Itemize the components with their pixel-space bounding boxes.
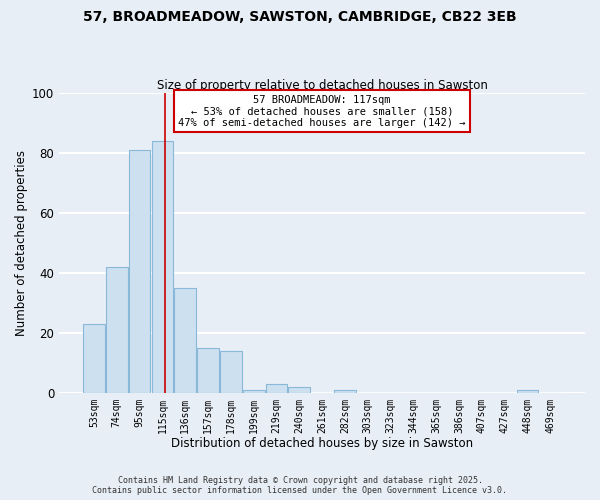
Bar (197, 348, 219, 393)
Bar (243, 390, 265, 392)
Bar (220, 351, 242, 393)
Text: 57, BROADMEADOW, SAWSTON, CAMBRIDGE, CB22 3EB: 57, BROADMEADOW, SAWSTON, CAMBRIDGE, CB2… (83, 10, 517, 24)
Title: Size of property relative to detached houses in Sawston: Size of property relative to detached ho… (157, 79, 488, 92)
Bar (152, 141, 173, 393)
Bar (175, 288, 196, 393)
Bar (334, 390, 356, 392)
Text: 57 BROADMEADOW: 117sqm
← 53% of detached houses are smaller (158)
47% of semi-de: 57 BROADMEADOW: 117sqm ← 53% of detached… (178, 94, 466, 128)
Bar (289, 386, 310, 392)
Bar (266, 384, 287, 392)
Bar (517, 390, 538, 392)
Bar (83, 324, 105, 392)
X-axis label: Distribution of detached houses by size in Sawston: Distribution of detached houses by size … (171, 437, 473, 450)
Bar (106, 267, 128, 392)
Text: Contains HM Land Registry data © Crown copyright and database right 2025.
Contai: Contains HM Land Registry data © Crown c… (92, 476, 508, 495)
Y-axis label: Number of detached properties: Number of detached properties (15, 150, 28, 336)
Bar (129, 150, 151, 392)
